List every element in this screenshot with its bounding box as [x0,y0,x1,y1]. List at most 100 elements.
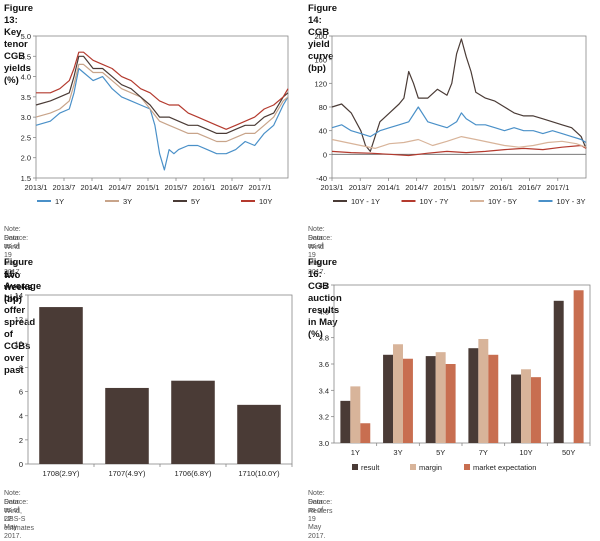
bar-1706-6-8y [171,380,215,464]
y-tick-label: 0 [323,150,327,159]
legend-label-10y-5y: 10Y - 5Y [488,197,517,206]
bar-1708-2-9y [39,307,83,464]
x-tick-label: 2013/7 [53,183,76,192]
legend-swatch-market-expectation [464,464,470,470]
figure-15-chart: 0 2 4 6 8 10 12 14 1708(2.9Y) 1707(4.9Y) 1706(6.8Y… [15,291,293,478]
bar-margin-1y [350,386,361,443]
figure-14-source: Source: Wind [308,235,333,251]
figure-16-title: Figure 16: CGB auction results in May (%… [308,257,342,340]
x-tick-label: 1706(6.8Y) [174,469,212,478]
x-tick-label: 1710(10.0Y) [238,469,280,478]
x-tick-label: 1707(4.9Y) [108,469,146,478]
y-tick-label: 12 [15,315,23,324]
x-tick-label: 2014/7 [405,183,428,192]
series-line-10y-7y [331,144,587,157]
y-tick-label: 3.4 [319,386,329,395]
bar-market-expectation-10y [530,377,541,443]
bar-market-expectation-1y [360,423,371,443]
y-tick-label: 14 [15,291,23,300]
y-tick-label: 3.6 [319,360,329,369]
x-tick-label: 2014/7 [109,183,132,192]
y-tick-label: 1.5 [21,174,31,183]
x-tick-label: 2013/1 [25,183,48,192]
y-tick-label: 6 [19,388,23,397]
legend-label-3y: 3Y [123,197,132,206]
y-tick-label: 3.2 [319,413,329,422]
legend-label-10y-3y: 10Y - 3Y [557,197,586,206]
figure-16-source: Source: Reuters [308,499,333,515]
y-tick-label: 200 [314,32,327,41]
bar-result-50y [553,300,564,443]
x-tick-label: 2014/1 [81,183,104,192]
y-tick-label: 4.5 [21,52,31,61]
bar-margin-10y [521,369,531,443]
x-tick-label: 1708(2.9Y) [42,469,80,478]
y-tick-label: 0 [19,460,23,469]
legend-swatch-result [352,464,358,470]
legend-label-10y-1y: 10Y - 1Y [351,197,380,206]
bar-market-expectation-5y [445,364,456,443]
bar-margin-5y [435,352,446,443]
x-tick-label: 7Y [479,448,488,457]
series-line-1y [35,67,289,171]
bar-market-expectation-3y [402,358,413,443]
x-tick-label: 2017/1 [249,183,272,192]
y-tick-label: 4.0 [21,73,31,82]
x-tick-label: 2017/1 [546,183,569,192]
x-tick-label: 2015/7 [462,183,485,192]
x-tick-label: 2015/7 [165,183,188,192]
legend-label-market-expectation: market expectation [473,463,536,472]
x-tick-label: 10Y [519,448,532,457]
bar-result-5y [425,356,436,443]
bar-margin-3y [393,344,403,443]
figure-15-title-line2: two weeks (bp) [4,270,33,305]
bar-market-expectation-7y [488,354,499,443]
series-line-3y [35,63,289,143]
y-tick-label: 10 [15,339,23,348]
x-tick-label: 50Y [562,448,575,457]
figure-14-note: Note: Data as of 19 May 2017. [308,226,326,276]
series-line-5y [35,55,289,135]
legend-label-5y: 5Y [191,197,200,206]
series-line-10y-5y [331,135,587,149]
legend-label-10y: 10Y [259,197,272,206]
bar-1707-4-9y [105,387,149,464]
bar-1710-10-0y [237,404,281,464]
figure-15-source: Source: Wind, UBS-S estimates [4,499,34,532]
legend-label-margin: margin [419,463,442,472]
plot-frame [331,35,587,179]
figure-13-title: Figure 13: Key tenor CGB yields (%) [4,3,34,86]
y-tick-label: 4.2 [319,281,329,290]
figure-13-chart: 1.5 2.0 2.5 3.0 3.5 4.0 4.5 5.0 2013/1 2013/7 2014… [21,32,289,206]
x-tick-label: 2016/7 [221,183,244,192]
x-tick-label: 2015/1 [433,183,456,192]
x-tick-label: 2016/1 [490,183,513,192]
y-tick-label: 4 [19,412,23,421]
figure-15-title-line1: Figure 15: Average bid-offer spread of C… [4,257,42,376]
bar-market-expectation-50y [573,290,584,443]
legend-label-result: result [361,463,380,472]
bar-result-7y [468,348,479,443]
figure-14-title: Figure 14: CGB yield curve (bp) [308,3,338,74]
series-line-10y-1y [331,38,587,152]
x-tick-label: 2013/1 [321,183,344,192]
series-line-10y-3y [331,106,587,144]
x-tick-label: 2013/7 [349,183,372,192]
bar-result-3y [383,354,394,443]
x-tick-label: 5Y [436,448,445,457]
y-tick-label: 2.5 [21,133,31,142]
x-tick-label: 2015/1 [137,183,160,192]
x-tick-label: 2016/7 [518,183,541,192]
y-tick-label: 80 [319,103,327,112]
y-tick-label: 3.5 [21,93,31,102]
y-tick-label: 5.0 [21,32,31,41]
y-tick-label: 120 [314,79,327,88]
bar-margin-7y [478,338,489,443]
plot-frame [333,284,591,444]
legend-swatch-margin [410,464,416,470]
x-tick-label: 2016/1 [193,183,216,192]
y-tick-label: 2.0 [21,154,31,163]
figure-16-chart: 3.0 3.2 3.4 3.6 3.8 4.0 4.2 1Y 3Y 5Y 7Y 10Y 50Y resul… [319,281,591,472]
y-tick-label: 2 [19,436,23,445]
bar-result-10y [511,374,522,443]
